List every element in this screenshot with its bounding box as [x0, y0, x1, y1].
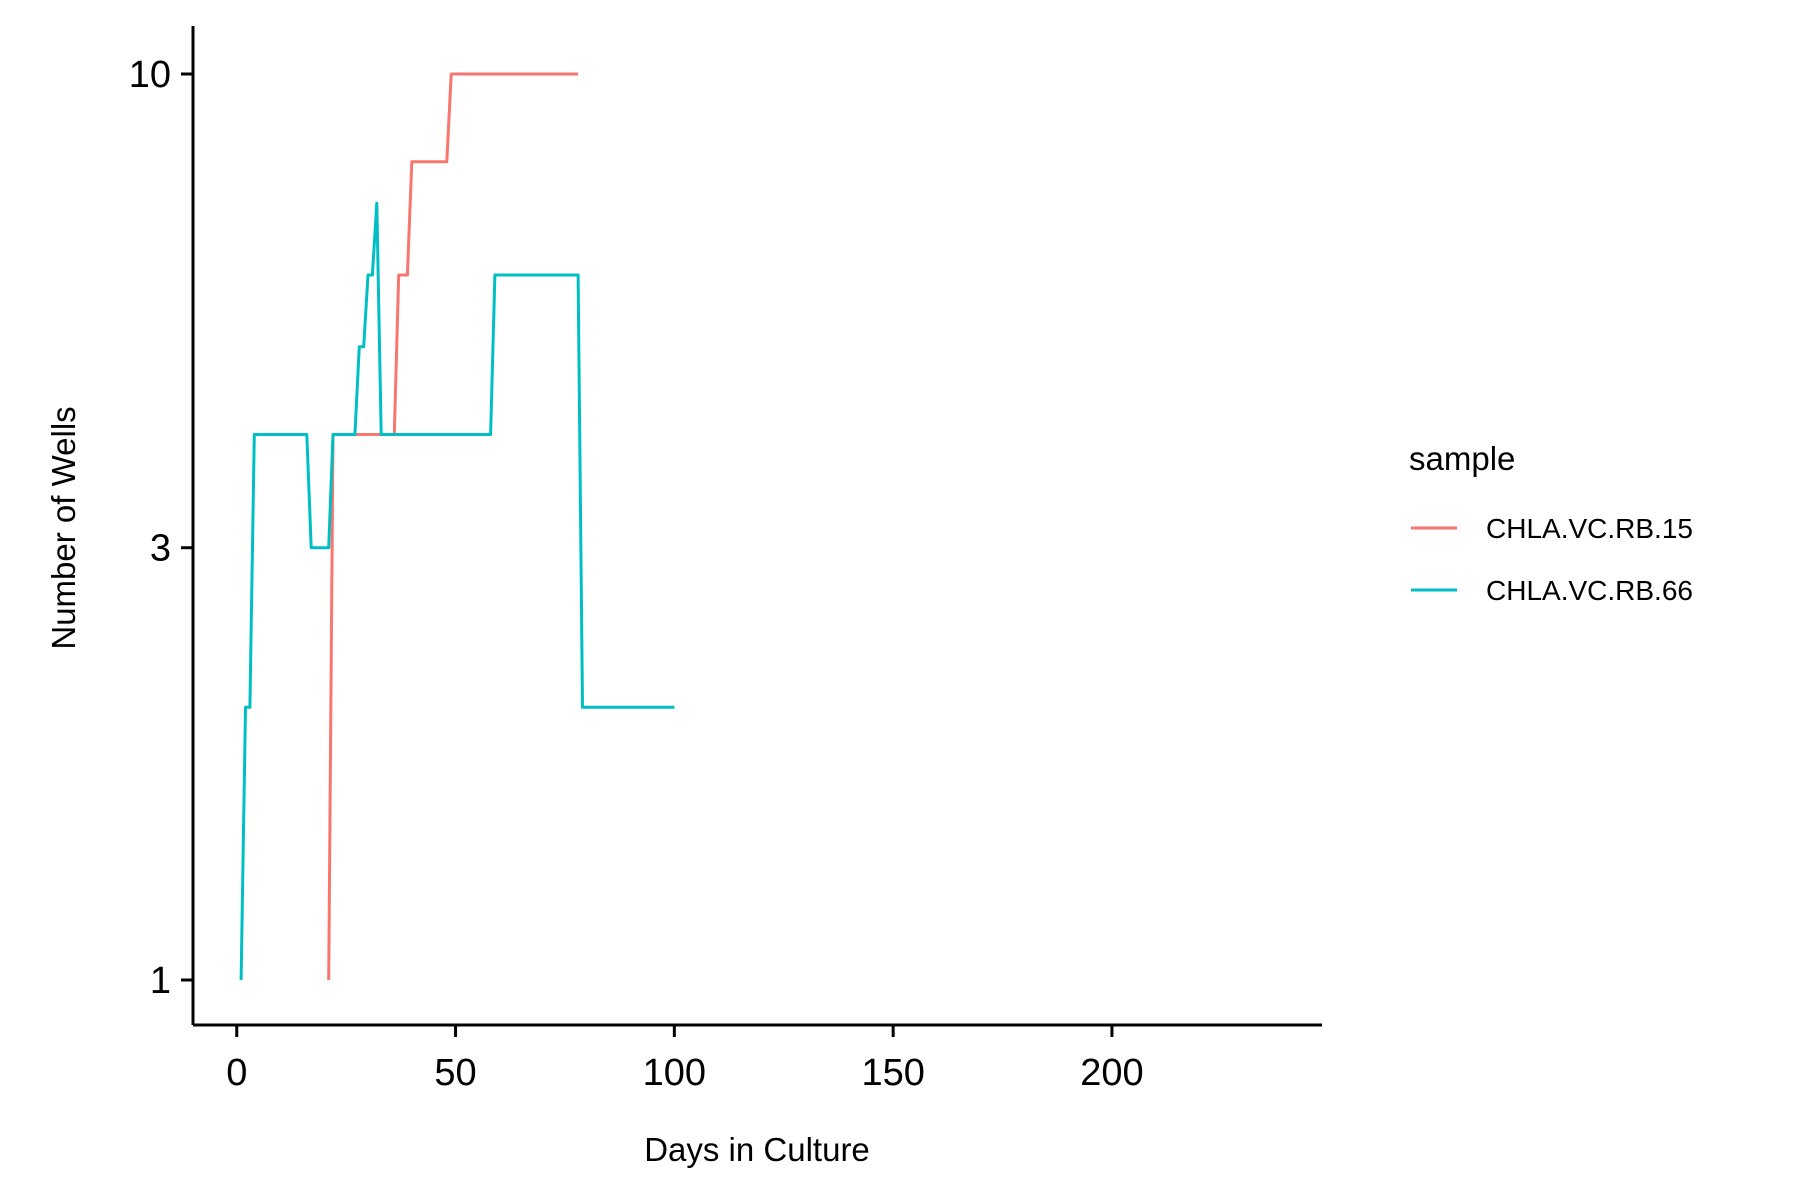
x-ticks: 0 50 100 150 200 — [226, 1025, 1144, 1094]
series-line-1 — [327, 72, 579, 981]
legend-items: CHLA.VC.RB.15 CHLA.VC.RB.66 — [1411, 513, 1693, 606]
series-layer — [239, 72, 675, 981]
x-tick-label: 100 — [643, 1052, 706, 1094]
x-tick-label: 0 — [226, 1052, 247, 1094]
series-line-2 — [239, 201, 675, 981]
legend-label-2: CHLA.VC.RB.66 — [1486, 575, 1693, 606]
legend-title: sample — [1409, 440, 1515, 477]
y-tick-label: 3 — [150, 528, 171, 570]
y-ticks: 1 3 10 — [129, 54, 193, 1002]
y-axis-title: Number of Wells — [45, 406, 82, 649]
y-tick-label: 1 — [150, 960, 171, 1002]
x-tick-label: 50 — [434, 1052, 476, 1094]
x-tick-label: 150 — [861, 1052, 924, 1094]
x-tick-label: 200 — [1080, 1052, 1143, 1094]
x-axis-title: Days in Culture — [644, 1131, 870, 1168]
legend-label-1: CHLA.VC.RB.15 — [1486, 513, 1693, 544]
legend: sample CHLA.VC.RB.15 CHLA.VC.RB.66 — [1409, 440, 1693, 606]
y-tick-label: 10 — [129, 54, 171, 96]
